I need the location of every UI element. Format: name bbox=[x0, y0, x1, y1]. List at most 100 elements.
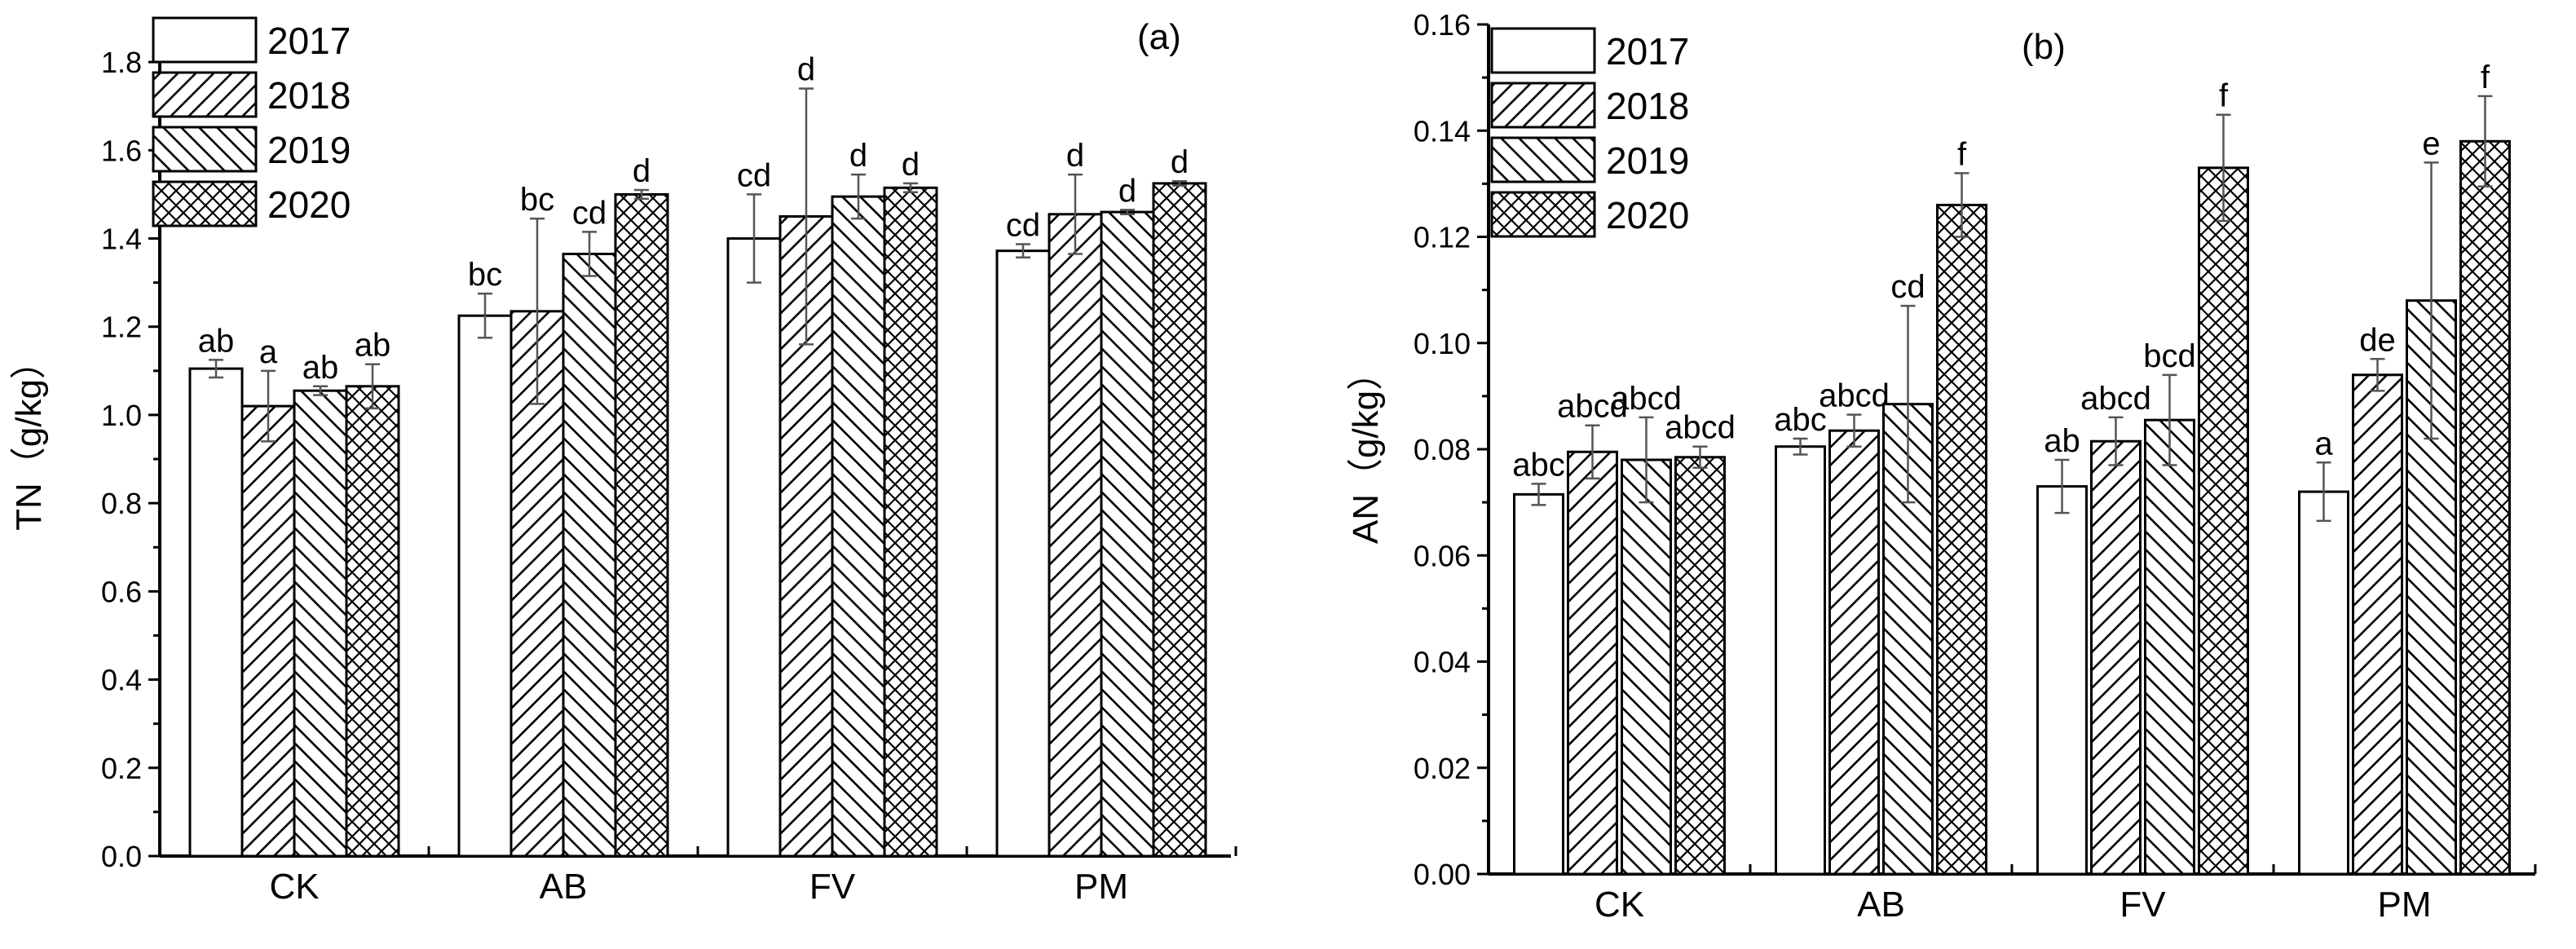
bar-a-PM-2019 bbox=[1100, 210, 1155, 858]
significance-label: ab bbox=[198, 323, 235, 359]
bar-b-FV-2020 bbox=[2198, 166, 2249, 876]
legend-label-2018: 2018 bbox=[267, 74, 351, 117]
legend-swatch-2020 bbox=[152, 180, 258, 227]
bar-b-CK-2017 bbox=[1513, 492, 1564, 876]
panel-label: (a) bbox=[1137, 17, 1181, 57]
bar-b-PM-2019 bbox=[2406, 299, 2457, 876]
bar-b-FV-2018 bbox=[2090, 439, 2142, 876]
bar-b-PM-2017 bbox=[2298, 490, 2349, 876]
bar-b-AB-2018 bbox=[1828, 429, 1880, 876]
significance-label: f bbox=[2219, 78, 2229, 114]
legend-swatch-2018 bbox=[1490, 82, 1596, 129]
legend-label-2017: 2017 bbox=[1606, 30, 1689, 73]
bar-b-AB-2020 bbox=[1936, 203, 1987, 876]
significance-label: bc bbox=[468, 257, 502, 293]
y-tick-label: 0.04 bbox=[1414, 646, 1471, 679]
significance-label: ab bbox=[355, 328, 391, 364]
bar-b-FV-2017 bbox=[2036, 485, 2088, 876]
significance-label: f bbox=[1957, 136, 1967, 172]
bar-a-AB-2017 bbox=[457, 314, 513, 858]
significance-label: abcd bbox=[1557, 389, 1628, 425]
significance-label: d bbox=[1171, 144, 1189, 180]
y-tick-label: 0.12 bbox=[1414, 221, 1471, 254]
bar-b-PM-2018 bbox=[2352, 373, 2403, 876]
panel-label: (b) bbox=[2022, 27, 2066, 67]
bar-b-CK-2020 bbox=[1674, 456, 1726, 876]
legend-swatch-2020 bbox=[1490, 191, 1596, 238]
bar-a-PM-2017 bbox=[995, 249, 1051, 858]
bar-a-AB-2019 bbox=[562, 252, 617, 858]
legend-label-2019: 2019 bbox=[267, 129, 351, 171]
bar-a-PM-2020 bbox=[1152, 182, 1207, 858]
x-category-label: PM bbox=[1074, 867, 1128, 907]
bar-a-FV-2020 bbox=[883, 186, 938, 858]
bar-a-FV-2019 bbox=[831, 195, 886, 858]
significance-label: d bbox=[1066, 138, 1084, 174]
y-tick-label: 1.2 bbox=[101, 311, 142, 344]
bar-a-CK-2018 bbox=[240, 404, 296, 858]
legend-label-2020: 2020 bbox=[267, 183, 351, 226]
significance-label: ab bbox=[2044, 423, 2080, 459]
x-category-label: AB bbox=[1857, 885, 1905, 925]
significance-label: de bbox=[2359, 322, 2396, 358]
bar-a-CK-2017 bbox=[188, 367, 244, 858]
chart-panel-a: 0.0 0.2 0.4 0.6 0.8 1.0 1.2 1.4 1.6 1.8 TN（g/kg） (a… bbox=[9, 16, 1237, 907]
significance-label: bcd bbox=[2143, 338, 2196, 374]
y-tick-label: 0.00 bbox=[1414, 858, 1471, 891]
significance-label: abcd bbox=[1665, 410, 1736, 446]
y-tick-label: 0.10 bbox=[1414, 327, 1471, 360]
bar-b-CK-2019 bbox=[1621, 458, 1672, 876]
y-tick-label: 0.02 bbox=[1414, 752, 1471, 785]
legend-swatch-2019 bbox=[1490, 136, 1596, 183]
significance-label: abcd bbox=[1611, 381, 1682, 417]
legend-label-2019: 2019 bbox=[1606, 139, 1689, 182]
x-category-label: CK bbox=[1595, 885, 1644, 925]
legend-label-2017: 2017 bbox=[267, 20, 351, 62]
significance-label: abc bbox=[1774, 402, 1827, 438]
legend-label-2020: 2020 bbox=[1606, 194, 1689, 236]
significance-label: d bbox=[797, 52, 815, 88]
legend-swatch-2019 bbox=[152, 126, 258, 173]
x-category-label: AB bbox=[540, 867, 588, 907]
significance-label: f bbox=[2481, 60, 2490, 95]
x-category-label: FV bbox=[2119, 885, 2166, 925]
bar-a-PM-2018 bbox=[1048, 213, 1103, 858]
y-tick-label: 1.6 bbox=[101, 134, 142, 167]
significance-label: abcd bbox=[2080, 381, 2151, 417]
significance-label: e bbox=[2422, 126, 2440, 161]
y-tick-label: 0.8 bbox=[101, 487, 142, 520]
significance-label: d bbox=[633, 153, 651, 189]
x-category-label: FV bbox=[809, 867, 856, 907]
y-tick-label: 1.4 bbox=[101, 223, 142, 256]
legend-swatch-2017 bbox=[152, 16, 258, 64]
y-tick-label: 0.4 bbox=[101, 664, 142, 697]
significance-label: a bbox=[2314, 426, 2333, 461]
bar-a-CK-2020 bbox=[345, 385, 400, 858]
significance-label: cd bbox=[1006, 208, 1040, 244]
y-axis-title: AN（g/kg） bbox=[1346, 355, 1386, 544]
y-tick-label: 0.6 bbox=[101, 575, 142, 608]
bar-b-CK-2018 bbox=[1567, 450, 1618, 876]
y-tick-label: 0.2 bbox=[101, 752, 142, 785]
bar-a-FV-2017 bbox=[726, 237, 782, 858]
y-tick-label: 0.08 bbox=[1414, 433, 1471, 466]
bar-a-AB-2020 bbox=[614, 192, 669, 858]
significance-label: d bbox=[1118, 173, 1136, 209]
bar-b-AB-2017 bbox=[1775, 445, 1826, 876]
y-tick-label: 0.16 bbox=[1414, 8, 1471, 42]
bar-b-PM-2020 bbox=[2459, 139, 2511, 876]
significance-label: d bbox=[902, 147, 920, 183]
chart-panel-b: 0.00 0.02 0.04 0.06 0.08 0.10 0.12 0.14 0.16 AN（g… bbox=[1346, 8, 2537, 925]
legend-swatch-2018 bbox=[152, 71, 258, 118]
significance-label: d bbox=[849, 138, 867, 174]
significance-label: abcd bbox=[1819, 378, 1890, 414]
significance-label: bc bbox=[520, 182, 554, 218]
significance-label: abc bbox=[1512, 447, 1565, 483]
y-tick-label: 0.0 bbox=[101, 840, 142, 873]
bar-b-FV-2019 bbox=[2144, 418, 2195, 876]
significance-label: ab bbox=[302, 350, 339, 386]
x-category-label: CK bbox=[269, 867, 319, 907]
y-tick-label: 1.8 bbox=[101, 46, 142, 79]
y-tick-label: 1.0 bbox=[101, 399, 142, 432]
